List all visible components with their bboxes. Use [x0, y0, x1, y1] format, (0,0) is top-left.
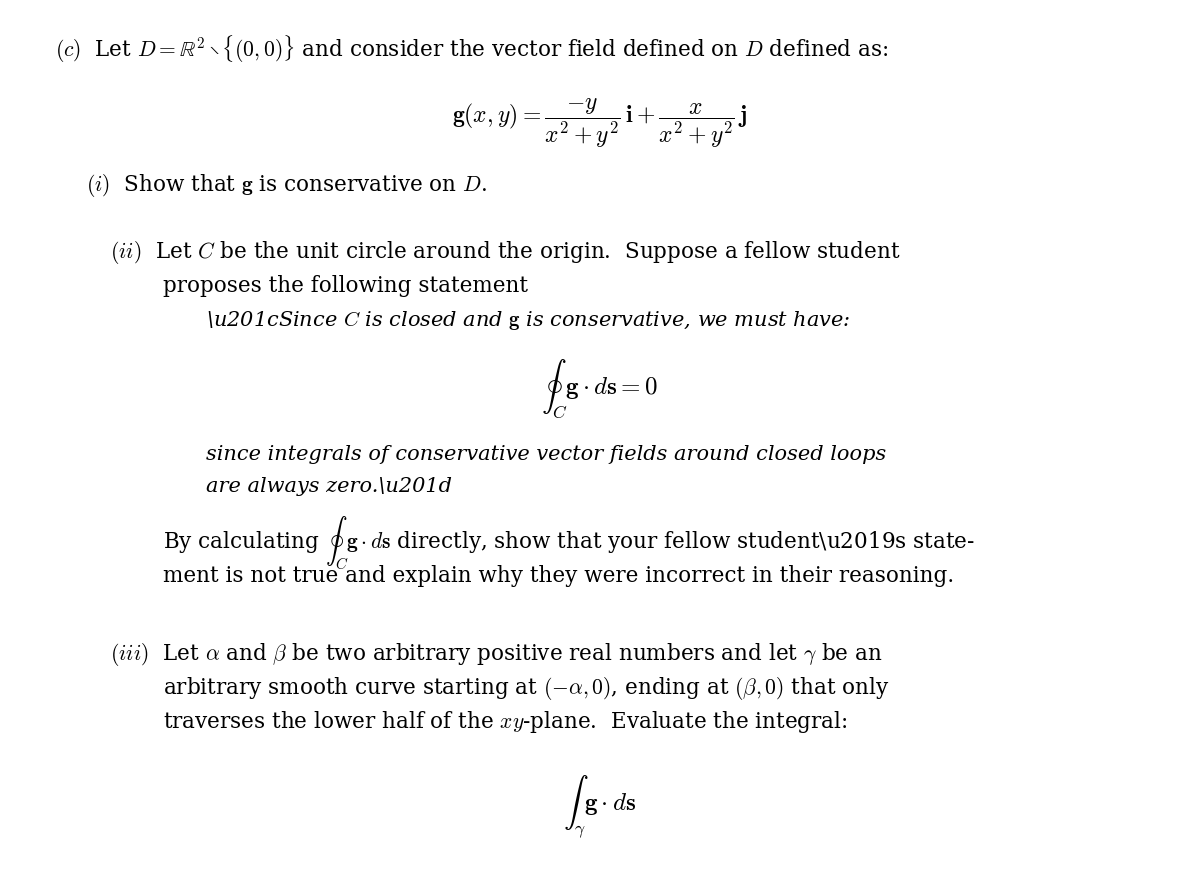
Text: traverses the lower half of the $xy$-plane.  Evaluate the integral:: traverses the lower half of the $xy$-pla… [163, 709, 848, 736]
Text: $(ii)$  Let $C$ be the unit circle around the origin.  Suppose a fellow student: $(ii)$ Let $C$ be the unit circle around… [110, 239, 901, 266]
Text: are always zero.\u201d: are always zero.\u201d [206, 477, 452, 496]
Text: $\int_\gamma \mathbf{g} \cdot d\mathbf{s}$: $\int_\gamma \mathbf{g} \cdot d\mathbf{s… [563, 773, 637, 839]
Text: $(c)$  Let $D = \mathbb{R}^2 \setminus \{(0,0)\}$ and consider the vector field : $(c)$ Let $D = \mathbb{R}^2 \setminus \{… [55, 33, 888, 65]
Text: $\oint_C \mathbf{g} \cdot d\mathbf{s} = 0$: $\oint_C \mathbf{g} \cdot d\mathbf{s} = … [541, 358, 659, 420]
Text: $\mathbf{g}(x,y) = \dfrac{-y}{x^2+y^2}\,\mathbf{i} + \dfrac{x}{x^2+y^2}\,\mathbf: $\mathbf{g}(x,y) = \dfrac{-y}{x^2+y^2}\,… [452, 97, 748, 150]
Text: $(i)$  Show that $\mathbf{g}$ is conservative on $D$.: $(i)$ Show that $\mathbf{g}$ is conserva… [86, 172, 487, 198]
Text: proposes the following statement: proposes the following statement [163, 275, 528, 297]
Text: since integrals of conservative vector fields around closed loops: since integrals of conservative vector f… [206, 444, 887, 464]
Text: By calculating $\oint_C \mathbf{g} \cdot d\mathbf{s}$ directly, show that your f: By calculating $\oint_C \mathbf{g} \cdot… [163, 514, 974, 571]
Text: \u201cSince $C$ is closed and $\mathbf{g}$ is conservative, we must have:: \u201cSince $C$ is closed and $\mathbf{g… [206, 309, 851, 333]
Text: ment is not true and explain why they were incorrect in their reasoning.: ment is not true and explain why they we… [163, 565, 954, 586]
Text: arbitrary smooth curve starting at $(-\alpha, 0)$, ending at $(\beta, 0)$ that o: arbitrary smooth curve starting at $(-\a… [163, 675, 889, 702]
Text: $(iii)$  Let $\alpha$ and $\beta$ be two arbitrary positive real numbers and let: $(iii)$ Let $\alpha$ and $\beta$ be two … [110, 641, 883, 668]
